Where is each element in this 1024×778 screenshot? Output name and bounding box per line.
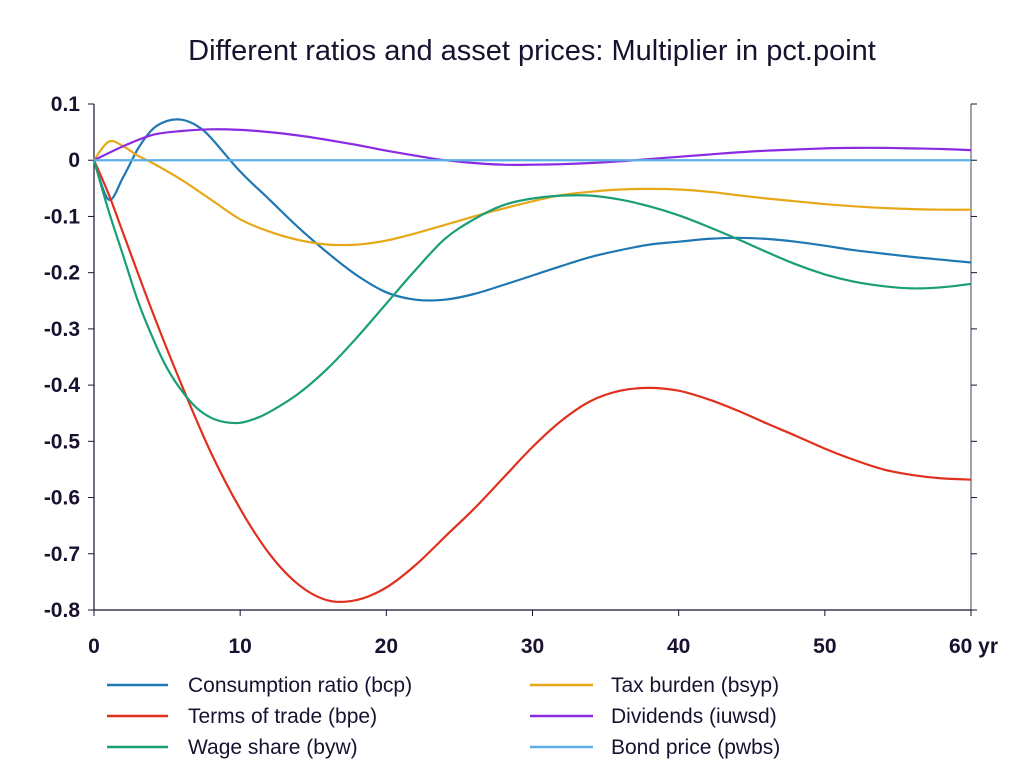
legend-label-tax-burden-bsyp: Tax burden (bsyp) [611, 674, 779, 697]
legend-label-dividends-iuwsd: Dividends (iuwsd) [611, 705, 777, 728]
x-tick-label: 0 [88, 635, 100, 658]
legend-label-consumption-ratio-bcp: Consumption ratio (bcp) [188, 674, 412, 697]
y-tick-label: -0.1 [44, 205, 81, 228]
y-tick-label: -0.4 [44, 374, 81, 397]
y-tick-label: -0.2 [44, 262, 80, 285]
chart-title: Different ratios and asset prices: Multi… [188, 35, 876, 67]
x-tick-label: 60 yr [949, 635, 998, 658]
y-tick-label: -0.6 [44, 487, 80, 510]
series-line-dividends-iuwsd [93, 128, 972, 166]
x-tick-label: 30 [521, 635, 544, 658]
series-line-tax-burden-bsyp [93, 139, 972, 247]
legend-label-terms-of-trade-bpe: Terms of trade (bpe) [188, 705, 377, 728]
legend-label-wage-share-byw: Wage share (byw) [188, 736, 358, 759]
y-tick-label: -0.8 [44, 599, 81, 622]
series-line-consumption-ratio-bcp [92, 118, 972, 302]
series-line-wage-share-byw [92, 159, 972, 425]
x-tick-label: 40 [667, 635, 690, 658]
y-tick-label: -0.5 [44, 430, 81, 453]
x-tick-label: 20 [375, 635, 398, 658]
y-tick-label: 0.1 [51, 93, 81, 116]
legend-label-bond-price-pwbs: Bond price (pwbs) [611, 736, 780, 759]
x-tick-label: 10 [228, 635, 251, 658]
y-tick-label: -0.3 [44, 318, 80, 341]
series-line-terms-of-trade-bpe [92, 159, 972, 604]
y-tick-label: 0 [68, 149, 80, 172]
legend: Consumption ratio (bcp) Terms of trade (b… [107, 674, 780, 759]
plot-area: 0.1 0 -0.1 -0.2 -0.3 -0.4 -0.5 -0.6 -0.7 -0.8 0 10 2… [44, 93, 998, 658]
x-tick-label: 50 [813, 635, 836, 658]
y-tick-label: -0.7 [44, 543, 80, 566]
